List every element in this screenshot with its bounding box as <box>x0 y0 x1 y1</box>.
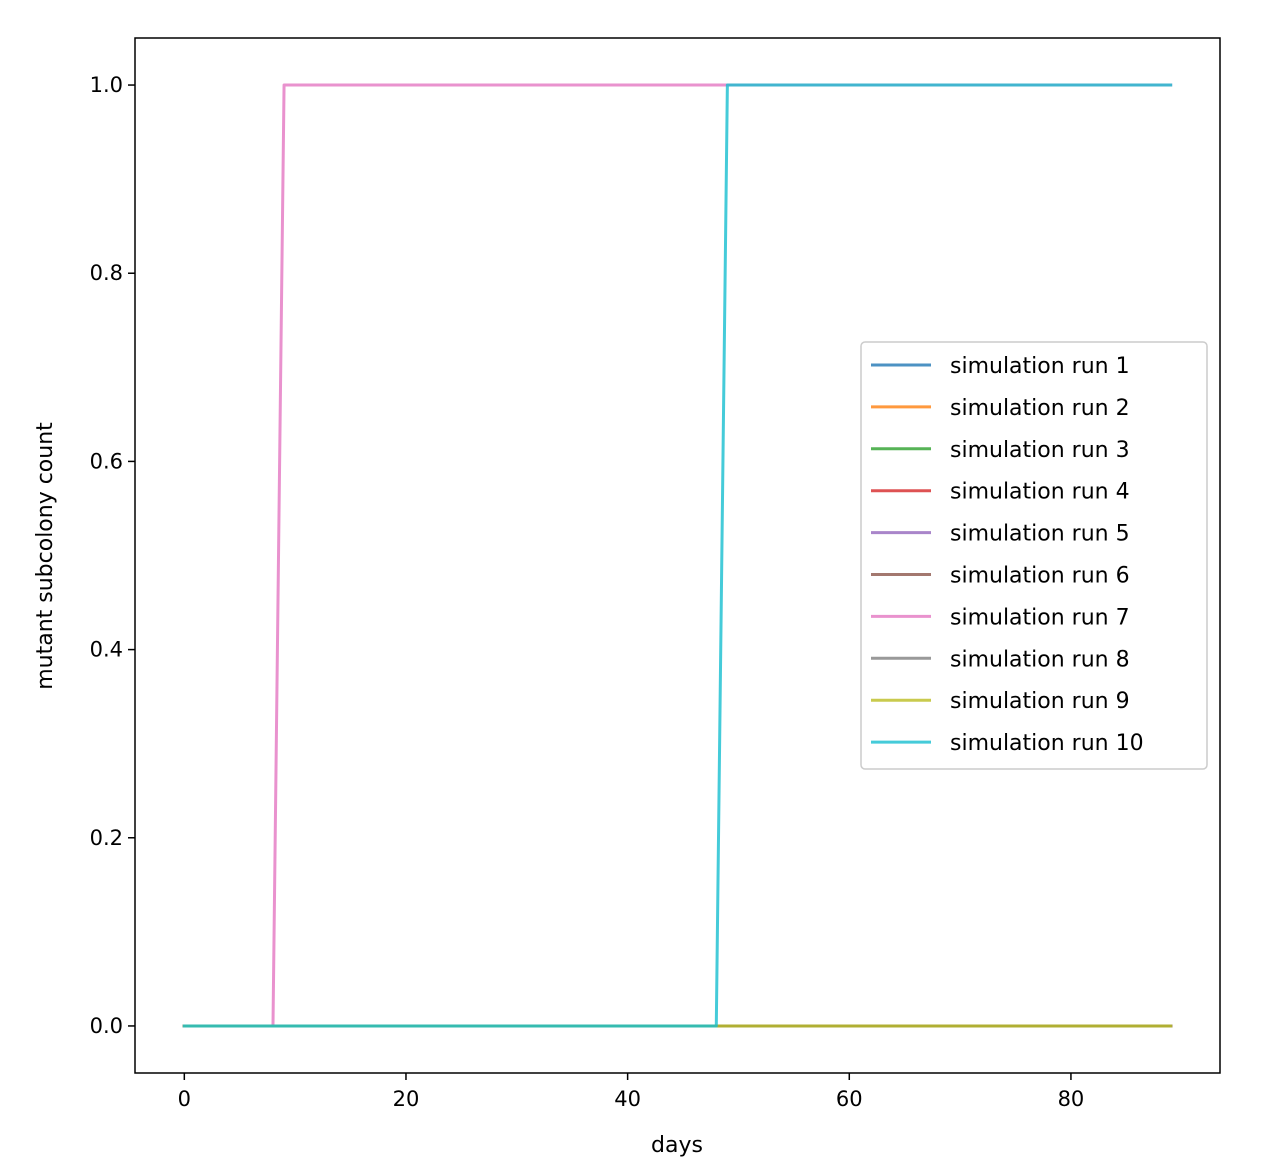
legend-label-10: simulation run 10 <box>950 731 1144 756</box>
series-layer <box>182 83 1173 1028</box>
legend-box <box>860 341 1208 770</box>
legend-label-7: simulation run 7 <box>950 605 1130 630</box>
x-tick-label: 80 <box>1058 1087 1085 1111</box>
legend-label-8: simulation run 8 <box>950 647 1130 672</box>
legend-label-5: simulation run 5 <box>950 522 1130 547</box>
y-tick-label: 0.8 <box>90 261 123 285</box>
x-axis-label: days <box>651 1133 703 1158</box>
y-axis-label: mutant subcolony count <box>33 422 58 690</box>
x-tick-label: 20 <box>393 1087 420 1111</box>
legend: simulation run 1 simulation run 2 simulati… <box>860 341 1208 770</box>
legend-label-6: simulation run 6 <box>950 564 1130 589</box>
legend-label-3: simulation run 3 <box>950 438 1130 463</box>
y-tick-label: 0.0 <box>90 1014 123 1038</box>
x-axis-ticks: 0 20 40 60 80 <box>178 1073 1085 1111</box>
legend-label-4: simulation run 4 <box>950 480 1130 505</box>
y-tick-label: 0.4 <box>90 638 123 662</box>
plot-frame <box>134 37 1221 1074</box>
x-tick-label: 60 <box>836 1087 863 1111</box>
y-axis-ticks: 0.0 0.2 0.4 0.6 0.8 1.0 <box>90 73 135 1038</box>
legend-label-9: simulation run 9 <box>950 689 1130 714</box>
series-line-10 <box>182 83 1173 1028</box>
legend-label-1: simulation run 1 <box>950 354 1130 379</box>
y-tick-label: 1.0 <box>90 73 123 97</box>
y-tick-label: 0.2 <box>90 826 123 850</box>
x-tick-label: 40 <box>614 1087 641 1111</box>
x-tick-label: 0 <box>178 1087 191 1111</box>
y-tick-label: 0.6 <box>90 449 123 473</box>
legend-label-2: simulation run 2 <box>950 396 1130 421</box>
